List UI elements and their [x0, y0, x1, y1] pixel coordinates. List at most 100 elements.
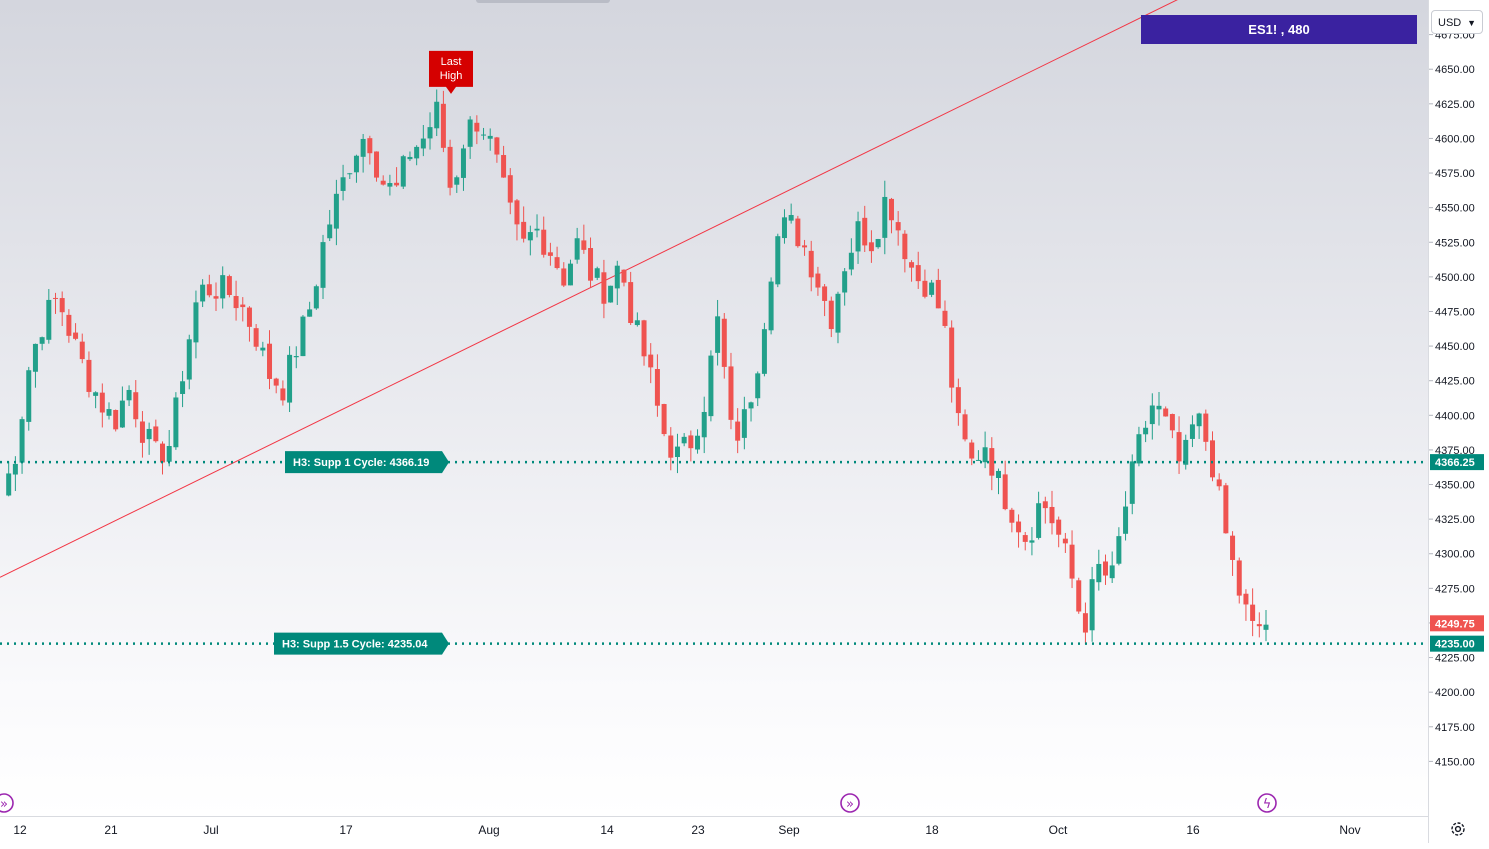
time-tick-label: Aug: [478, 823, 499, 837]
support-price-badge: [1430, 635, 1484, 652]
candle-body: [1123, 506, 1129, 534]
support-level-label: H3: Supp 1.5 Cycle: 4235.04: [282, 639, 428, 651]
candle-body: [761, 329, 767, 374]
candle-body: [1029, 540, 1035, 543]
candle-body: [634, 320, 640, 326]
candle-body: [333, 193, 339, 229]
time-tick-label: Jul: [203, 823, 218, 837]
price-tick-label: 4375.00: [1435, 445, 1475, 457]
price-tick-label: 4525.00: [1435, 237, 1475, 249]
candle-body: [654, 369, 660, 406]
candle-body: [1256, 624, 1262, 627]
candle-body: [79, 341, 85, 360]
candle-body: [781, 217, 787, 239]
last-high-marker[interactable]: [429, 50, 473, 94]
price-tick-label: 4275.00: [1435, 583, 1475, 595]
candle-body: [374, 151, 380, 178]
candle-body: [133, 392, 139, 420]
candle-body: [1223, 485, 1229, 534]
event-arrow-icon-glyph: »: [0, 797, 8, 812]
candle-body: [1183, 439, 1189, 465]
candle-body: [507, 175, 513, 203]
candle-body: [467, 119, 473, 147]
candle-body: [922, 280, 928, 297]
top-panel-handle[interactable]: [476, 0, 610, 3]
price-tick-label: 4225.00: [1435, 653, 1475, 665]
candle-body: [1263, 624, 1269, 630]
support-level-tag[interactable]: [285, 451, 449, 474]
price-tick-label: 4650.00: [1435, 64, 1475, 76]
candle-body: [1143, 427, 1149, 435]
candle-body: [942, 310, 948, 326]
candle-body: [233, 296, 239, 309]
candle-body: [494, 137, 500, 155]
candle-body: [735, 421, 741, 441]
candle-body: [1116, 536, 1122, 564]
currency-selector[interactable]: USD ▼: [1431, 10, 1483, 34]
candle-body: [193, 302, 199, 343]
candle-body: [1189, 424, 1195, 439]
candle-body: [929, 282, 935, 295]
candle-body: [474, 122, 480, 132]
event-arrow-icon[interactable]: »: [840, 793, 860, 813]
price-tick-label: 4150.00: [1435, 756, 1475, 768]
candle-body: [434, 101, 440, 129]
candle-body: [186, 339, 192, 380]
candle-body: [768, 281, 774, 331]
price-tick-label: 4175.00: [1435, 722, 1475, 734]
last-price-label: 4249.75: [1435, 618, 1475, 630]
candle-body: [1062, 538, 1068, 544]
candle-body: [273, 378, 279, 386]
time-tick-label: 18: [925, 823, 939, 837]
candle-body: [975, 459, 981, 461]
candle-body: [206, 284, 212, 296]
candle-body: [1056, 519, 1062, 535]
candle-body: [1096, 563, 1102, 583]
candle-body: [962, 414, 968, 440]
candle-body: [53, 297, 59, 299]
candle-body: [1089, 579, 1095, 631]
event-arrow-icon[interactable]: »: [0, 793, 14, 813]
time-tick-label: Sep: [778, 823, 800, 837]
candle-body: [1149, 405, 1155, 425]
candle-body: [1209, 440, 1215, 478]
candle-body: [1216, 479, 1222, 487]
support-level-tag[interactable]: [274, 632, 449, 655]
last-high-label: Last: [441, 56, 462, 68]
candle-body: [39, 337, 45, 344]
candle-body: [200, 284, 206, 302]
candle-body: [688, 435, 694, 449]
candle-body: [681, 436, 687, 444]
candle-body: [1203, 413, 1209, 442]
candle-body: [842, 271, 848, 293]
candle-body: [226, 276, 232, 296]
price-tick-label: 4425.00: [1435, 376, 1475, 388]
candle-body: [848, 252, 854, 270]
candle-body: [1069, 544, 1075, 579]
chart-plot-area[interactable]: H3: Supp 1 Cycle: 4366.19 H3: Supp 1.5 Cy…: [0, 0, 1428, 816]
candle-body: [166, 446, 172, 462]
candle-body: [514, 200, 520, 225]
candle-body: [567, 263, 573, 286]
candle-body: [902, 233, 908, 260]
price-axis[interactable]: 4675.00 4650.00 4625.00 4600.00 4575.00 4550.…: [1428, 0, 1489, 843]
candle-body: [969, 442, 975, 459]
candle-body: [220, 275, 226, 299]
candle-body: [534, 228, 540, 231]
candle-body: [267, 343, 273, 379]
time-axis[interactable]: 12 21 Jul 17 Aug 14 23 Sep 18 Oct 16 Nov: [0, 816, 1428, 843]
candle-body: [581, 240, 587, 250]
candle-body: [608, 285, 614, 303]
time-tick-label: Nov: [1339, 823, 1360, 837]
candle-body: [59, 298, 65, 313]
candle-body: [875, 239, 881, 248]
event-lightning-icon[interactable]: ϟ: [1257, 793, 1277, 813]
chart-canvas[interactable]: H3: Supp 1 Cycle: 4366.19 H3: Supp 1.5 Cy…: [0, 0, 1428, 816]
candle-body: [674, 446, 680, 458]
candle-body: [888, 198, 894, 221]
candle-body: [915, 265, 921, 282]
candle-body: [32, 343, 38, 372]
gear-icon[interactable]: [1449, 820, 1467, 838]
candle-body: [1156, 405, 1162, 410]
candle-body: [293, 356, 299, 358]
